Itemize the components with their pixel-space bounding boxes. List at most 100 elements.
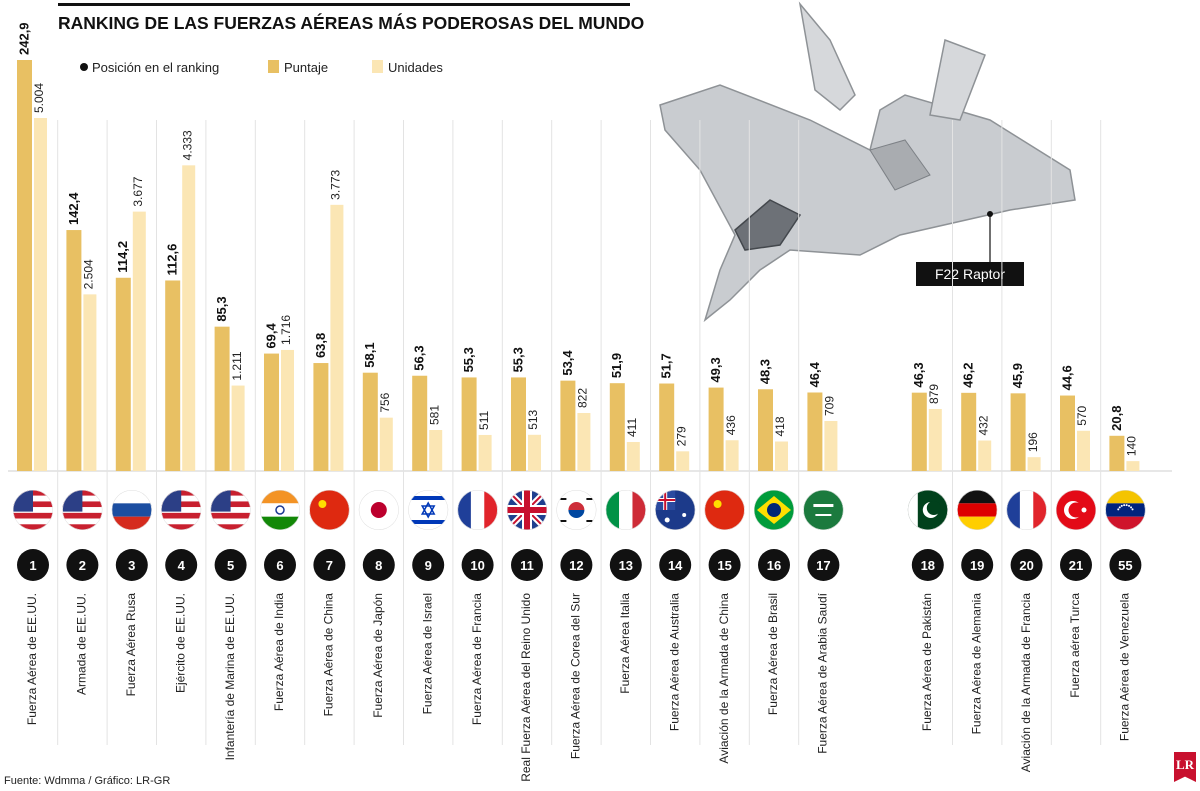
units-bar	[83, 294, 97, 471]
rank-number: 55	[1118, 558, 1132, 573]
score-bar	[66, 230, 82, 471]
units-label: 196	[1026, 432, 1040, 452]
rank-number: 15	[717, 558, 731, 573]
score-label: 56,3	[412, 345, 427, 370]
rank-circle	[1060, 549, 1092, 581]
rank-circle	[807, 549, 840, 581]
rank-circle	[511, 549, 543, 581]
rank-circle	[115, 549, 148, 581]
flag-br	[754, 490, 794, 530]
chart-title: RANKING DE LAS FUERZAS AÉREAS MÁS PODERO…	[58, 12, 644, 33]
flag-fr	[1006, 490, 1047, 530]
category-label: Fuerza Aérea de Corea del Sur	[569, 593, 583, 759]
score-label: 85,3	[214, 296, 229, 321]
units-bar	[34, 118, 47, 471]
category-label: Infantería de Marina de EE.UU.	[223, 593, 237, 760]
category-label: Fuerza Aérea de Brasil	[766, 593, 780, 715]
score-label: 114,2	[115, 241, 130, 273]
category-label: Fuerza Aérea de China	[322, 593, 336, 717]
category-label: Fuerza Aérea de Israel	[420, 593, 434, 714]
units-label: 432	[976, 415, 990, 435]
score-label: 44,6	[1059, 365, 1074, 390]
flag-us	[13, 490, 53, 530]
lr-logo: LR	[1174, 752, 1196, 782]
units-label: 411	[625, 418, 639, 437]
rank-circle	[560, 549, 593, 581]
flag-kr	[556, 490, 597, 530]
units-label: 5.004	[32, 83, 46, 113]
flag-ru	[111, 490, 152, 530]
category-label: Real Fuerza Aérea del Reino Unido	[519, 593, 533, 782]
rank-markers: 1 2 3 4 5 6 7 8 9 10 11 12 13 14 15 16 17 18 19 20 21 55	[17, 549, 1142, 581]
units-label: 879	[927, 384, 941, 404]
units-label: 581	[427, 405, 441, 425]
score-label: 63,8	[313, 333, 328, 358]
units-label: 2.504	[82, 259, 96, 289]
units-label: 4.333	[180, 130, 194, 160]
units-label: 436	[724, 415, 738, 435]
flag-il	[408, 490, 449, 530]
bars: 242,9 5.004 142,4 2.504 114,2 3.677 112,6 4.333…	[16, 22, 1140, 472]
rank-number: 20	[1019, 558, 1033, 573]
units-bar	[725, 440, 739, 471]
score-bar	[1060, 395, 1075, 471]
score-label: 112,6	[165, 244, 180, 276]
units-label: 140	[1125, 436, 1139, 456]
score-bar	[412, 375, 428, 471]
rank-circle	[362, 549, 395, 581]
score-bar	[807, 392, 823, 471]
rank-number: 4	[178, 558, 186, 573]
source-note: Fuente: Wdmma / Gráfico: LR-GR	[4, 775, 171, 787]
units-bar	[1027, 457, 1041, 471]
rank-number: 10	[470, 558, 484, 573]
score-label: 46,4	[807, 361, 822, 387]
rank-circle	[313, 549, 346, 581]
category-label: Fuerza Aérea de Japón	[371, 593, 385, 718]
flag-cn	[704, 490, 745, 530]
rank-number: 11	[520, 558, 534, 573]
rank-number: 5	[227, 558, 234, 573]
category-label: Fuerza Aérea Rusa	[124, 593, 138, 697]
score-label: 20,8	[1109, 405, 1124, 430]
rank-circle	[609, 549, 642, 581]
units-bar	[1126, 461, 1140, 471]
rank-number: 9	[425, 558, 432, 573]
category-label: Fuerza Aérea de Australia	[667, 593, 681, 731]
flag-cn	[309, 490, 350, 530]
units-label: 1.211	[230, 351, 244, 380]
flag-us	[210, 490, 251, 530]
category-label: Fuerza Aérea de Francia	[470, 593, 484, 725]
score-label: 58,1	[362, 342, 377, 367]
rank-circle	[412, 549, 445, 581]
title-rule	[58, 3, 630, 6]
score-bar	[264, 353, 279, 471]
category-label: Fuerza Aérea de India	[272, 593, 286, 711]
category-label: Fuerza Aérea Italia	[618, 593, 632, 694]
units-label: 418	[773, 416, 787, 436]
units-bar	[978, 440, 992, 471]
flag-gb	[507, 490, 547, 530]
units-bar	[231, 385, 245, 471]
flag-in	[260, 490, 300, 530]
legend-rank-label: Posición en el ranking	[92, 60, 219, 75]
units-label: 756	[378, 392, 392, 412]
legend: Posición en el ranking Puntaje Unidades	[80, 60, 443, 75]
category-label: Armada de EE.UU.	[75, 593, 89, 695]
units-label: 709	[823, 396, 837, 416]
units-label: 3.773	[329, 169, 343, 199]
score-bar	[1010, 393, 1026, 471]
units-label: 511	[477, 410, 491, 429]
rank-circle	[1109, 549, 1142, 581]
rank-number: 19	[970, 558, 984, 573]
score-label: 55,3	[461, 347, 476, 372]
score-label: 46,3	[911, 362, 926, 387]
rank-number: 3	[128, 558, 135, 573]
units-label: 1.716	[279, 315, 293, 345]
rank-circle	[66, 549, 99, 581]
rank-circle	[214, 549, 247, 581]
units-bar	[928, 408, 942, 471]
category-label: Fuerza Aérea de Pakistán	[920, 593, 934, 731]
units-bar	[182, 165, 196, 472]
score-bar	[362, 372, 378, 471]
